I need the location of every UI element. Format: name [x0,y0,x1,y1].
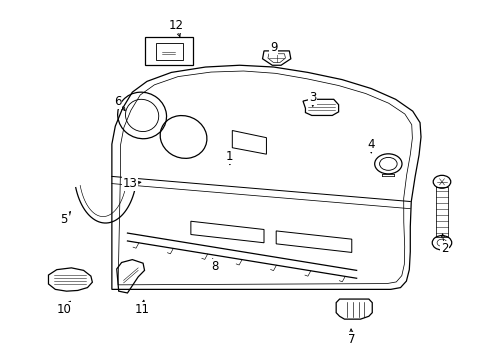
Text: 2: 2 [440,242,447,255]
Text: 8: 8 [211,260,219,273]
Text: 10: 10 [57,303,71,316]
Text: 7: 7 [347,333,355,346]
Text: 6: 6 [114,95,121,108]
Text: 4: 4 [367,138,374,150]
Text: 5: 5 [61,213,68,226]
Text: 11: 11 [134,303,149,316]
Text: 3: 3 [308,91,316,104]
Text: 1: 1 [225,150,233,163]
Text: 9: 9 [269,41,277,54]
Text: 13: 13 [122,177,137,190]
Text: 12: 12 [168,19,183,32]
